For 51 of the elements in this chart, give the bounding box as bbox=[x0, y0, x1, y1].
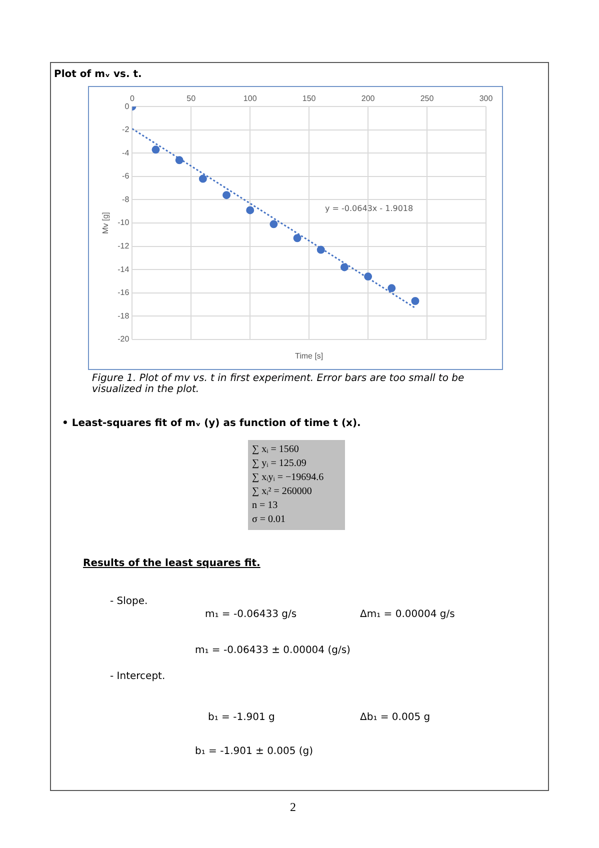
y-tick-label: -20 bbox=[118, 334, 130, 344]
x-tick-label: 200 bbox=[361, 94, 376, 104]
text: Results of the least squares fit. bbox=[83, 558, 260, 569]
x-tick-label: 300 bbox=[479, 94, 494, 104]
x-tick-label: 50 bbox=[186, 94, 196, 104]
text: - Slope. bbox=[110, 596, 148, 607]
point bbox=[388, 284, 396, 292]
text: ∑ xᵢ = 1560 bbox=[252, 444, 299, 455]
point bbox=[222, 191, 231, 200]
text: Δm₁ = 0.00004 g/s bbox=[360, 609, 455, 620]
text: b₁ = -1.901 ± 0.005 (g) bbox=[195, 746, 314, 757]
point bbox=[340, 263, 348, 272]
point bbox=[198, 174, 207, 183]
x-axis-title: Time [s] bbox=[295, 351, 324, 360]
text: - Intercept. bbox=[110, 671, 166, 682]
y-tick-label: 0 bbox=[124, 102, 130, 111]
point bbox=[293, 234, 302, 242]
text: ∑ xᵢyᵢ = −19694.6 bbox=[252, 472, 324, 483]
text: b₁ = -1.901 g bbox=[208, 712, 275, 723]
text: ∑ xᵢ² = 260000 bbox=[252, 486, 312, 497]
text: ∑ yᵢ = 125.09 bbox=[252, 458, 306, 469]
point bbox=[175, 156, 184, 164]
point bbox=[411, 296, 420, 305]
y-tick-label: -14 bbox=[118, 264, 130, 274]
caption: Figure 1. Plot of mv vs. t in first experiment. Error bars are too small to be visualized in the plot. bbox=[92, 373, 466, 395]
y-tick-label: -18 bbox=[118, 311, 130, 320]
text: σ = 0.01 bbox=[252, 514, 286, 525]
point bbox=[152, 146, 160, 154]
y-tick-label: -6 bbox=[122, 172, 130, 181]
point bbox=[270, 220, 278, 228]
chart-title: Plot of mᵥ vs. t. bbox=[54, 69, 142, 80]
y-axis-title: Mv [g] bbox=[101, 212, 110, 234]
annotation: y = -0.0643x - 1.9018 bbox=[325, 204, 414, 213]
point bbox=[316, 246, 325, 254]
point bbox=[246, 206, 254, 214]
text: Δb₁ = 0.005 g bbox=[360, 712, 430, 723]
y-tick-label: -12 bbox=[118, 241, 130, 250]
text: 2 bbox=[290, 800, 296, 815]
x-tick-label: 100 bbox=[243, 94, 258, 104]
y-tick-label: -4 bbox=[122, 148, 130, 158]
x-tick-label: 150 bbox=[302, 94, 316, 104]
y-tick-label: -10 bbox=[118, 218, 130, 228]
y-tick-label: -16 bbox=[118, 288, 130, 298]
text: m₁ = -0.06433 ± 0.00004 (g/s) bbox=[195, 645, 350, 656]
x-tick-label: 250 bbox=[420, 94, 434, 104]
point bbox=[364, 272, 372, 281]
text: n = 13 bbox=[252, 500, 278, 511]
y-tick-label: -8 bbox=[122, 194, 130, 204]
text: • Least-squares fit of mᵥ (y) as function of time t (x). bbox=[62, 418, 361, 429]
y-tick-label: -2 bbox=[122, 125, 130, 134]
text: m₁ = -0.06433 g/s bbox=[205, 609, 297, 620]
